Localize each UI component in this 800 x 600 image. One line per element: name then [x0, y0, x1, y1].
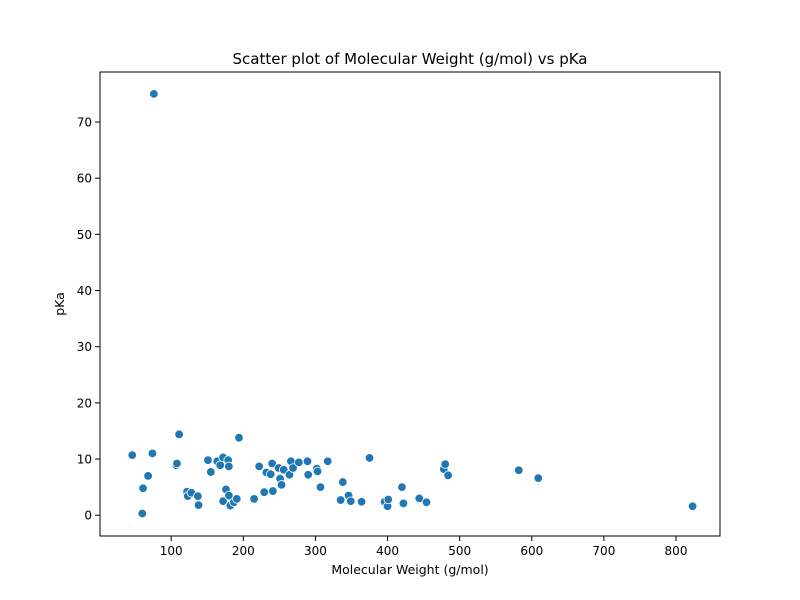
data-point	[254, 461, 264, 472]
data-point	[338, 477, 348, 487]
data-point	[232, 494, 242, 504]
data-point	[303, 470, 313, 480]
data-point	[147, 448, 158, 459]
x-tick-label: 800	[665, 544, 688, 558]
data-point	[356, 497, 367, 507]
data-point	[234, 432, 244, 443]
data-point	[312, 466, 323, 477]
data-point	[276, 480, 287, 490]
data-point	[514, 465, 524, 475]
y-tick-label: 60	[77, 172, 92, 186]
data-point	[268, 486, 278, 496]
data-points	[127, 89, 698, 519]
data-point	[687, 501, 698, 511]
y-tick-label: 0	[84, 509, 92, 523]
y-tick-label: 70	[77, 115, 92, 129]
x-tick-label: 300	[304, 544, 327, 558]
data-point	[224, 461, 234, 472]
data-point	[206, 467, 216, 477]
data-point	[267, 458, 277, 469]
data-point	[533, 473, 543, 483]
axis-ticks: 100 200 300 400 500 600 700 800 0 10 20 30 40 50 60 70	[77, 115, 688, 558]
data-point	[138, 483, 148, 493]
x-axis-label: Molecular Weight (g/mol)	[331, 562, 488, 577]
data-point	[302, 456, 313, 466]
x-tick-label: 200	[232, 544, 255, 558]
plot-frame	[99, 71, 721, 537]
data-point	[322, 456, 333, 466]
y-tick-label: 30	[77, 340, 92, 354]
y-tick-label: 50	[77, 228, 92, 242]
data-point	[397, 482, 407, 492]
data-point	[266, 469, 276, 479]
x-tick-label: 700	[592, 544, 615, 558]
data-point	[249, 494, 259, 504]
x-tick-label: 400	[376, 544, 399, 558]
data-point	[224, 490, 234, 501]
x-tick-label: 500	[448, 544, 471, 558]
chart-title: Scatter plot of Molecular Weight (g/mol)…	[233, 50, 588, 68]
data-point	[288, 463, 298, 473]
data-point	[335, 495, 346, 505]
data-point	[414, 493, 424, 504]
y-tick-label: 40	[77, 284, 92, 298]
data-point	[398, 498, 409, 509]
data-point	[218, 496, 228, 506]
data-point	[174, 429, 184, 440]
data-point	[315, 482, 326, 492]
data-point	[421, 497, 432, 507]
data-point	[259, 487, 269, 497]
data-point	[203, 455, 213, 465]
data-point	[143, 471, 153, 481]
data-point	[364, 453, 375, 463]
x-tick-label: 100	[160, 544, 183, 558]
data-point	[383, 494, 393, 505]
x-tick-label: 600	[520, 544, 543, 558]
data-point	[149, 89, 159, 99]
data-point	[172, 458, 182, 469]
data-point	[215, 460, 225, 470]
data-point	[193, 491, 203, 501]
y-tick-label: 10	[77, 453, 92, 467]
data-point	[193, 500, 204, 510]
data-point	[137, 508, 148, 519]
y-axis-label: pKa	[52, 292, 67, 316]
data-point	[127, 450, 137, 460]
data-point	[294, 457, 304, 468]
data-point	[440, 459, 450, 469]
y-tick-label: 20	[77, 396, 92, 410]
data-point	[443, 470, 453, 481]
data-point	[346, 496, 356, 506]
